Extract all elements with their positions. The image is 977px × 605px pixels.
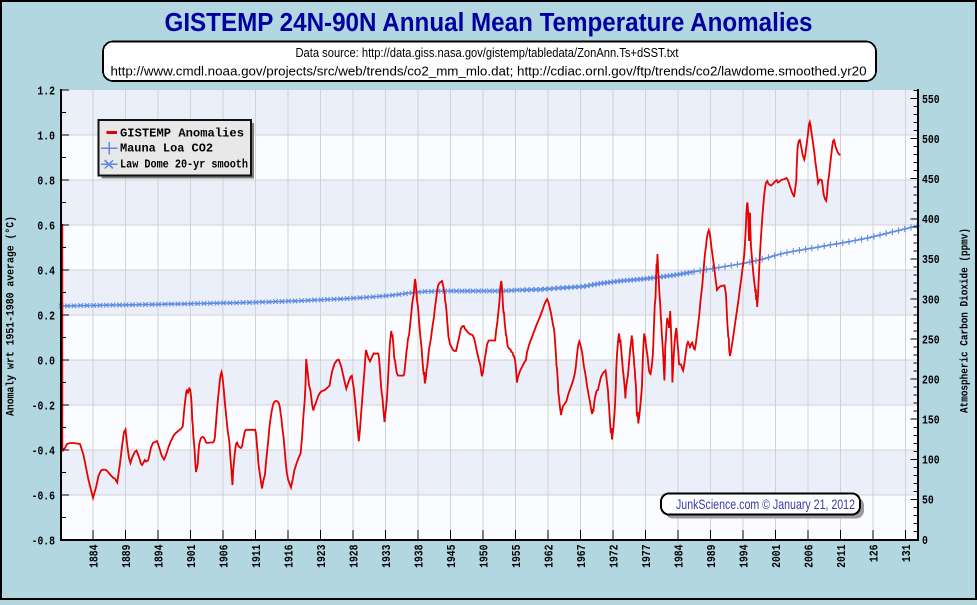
svg-text:250: 250: [922, 333, 940, 347]
svg-text:1.0: 1.0: [37, 129, 55, 143]
svg-text:131: 131: [900, 545, 914, 563]
svg-text:0.8: 0.8: [37, 174, 55, 188]
svg-text:1894: 1894: [152, 545, 166, 568]
svg-text:1938: 1938: [412, 545, 426, 568]
svg-text:150: 150: [922, 414, 940, 428]
svg-text:350: 350: [922, 253, 940, 267]
svg-text:1.2: 1.2: [37, 84, 55, 98]
svg-text:-0.2: -0.2: [32, 399, 55, 413]
svg-text:1955: 1955: [510, 545, 524, 568]
svg-text:2001: 2001: [770, 545, 784, 568]
svg-text:1916: 1916: [282, 545, 296, 568]
svg-text:0: 0: [922, 534, 928, 548]
svg-text:1984: 1984: [672, 545, 686, 568]
svg-text:0.2: 0.2: [37, 309, 55, 323]
svg-text:1923: 1923: [315, 545, 329, 568]
svg-text:Anomaly wrt 1951-1980 average: Anomaly wrt 1951-1980 average (°C): [6, 216, 18, 416]
svg-text:GISTEMP 24N-90N Annual Mean Te: GISTEMP 24N-90N Annual Mean Temperature …: [165, 9, 813, 37]
svg-text:1901: 1901: [185, 545, 199, 568]
svg-text:2011: 2011: [835, 545, 849, 568]
svg-text:1967: 1967: [575, 545, 589, 568]
svg-text:-0.8: -0.8: [32, 534, 55, 548]
svg-text:2006: 2006: [802, 545, 816, 568]
svg-text:50: 50: [922, 494, 934, 508]
svg-text:126: 126: [867, 545, 881, 563]
svg-text:Data source: http://data.giss.: Data source: http://data.giss.nasa.gov/g…: [296, 45, 679, 60]
svg-text:Law Dome 20-yr smooth: Law Dome 20-yr smooth: [120, 157, 248, 171]
svg-text:1911: 1911: [250, 545, 264, 568]
svg-text:1972: 1972: [607, 545, 621, 568]
svg-text:1950: 1950: [477, 545, 491, 568]
svg-text:1906: 1906: [217, 545, 231, 568]
svg-text:300: 300: [922, 293, 940, 307]
svg-text:-0.6: -0.6: [32, 489, 55, 503]
svg-text:450: 450: [922, 173, 940, 187]
svg-text:-0.4: -0.4: [32, 444, 55, 458]
svg-text:1994: 1994: [737, 545, 751, 568]
svg-text:100: 100: [922, 454, 940, 468]
svg-text:1977: 1977: [640, 545, 654, 568]
svg-text:http://www.cmdl.noaa.gov/proje: http://www.cmdl.noaa.gov/projects/src/we…: [111, 64, 867, 79]
svg-text:1989: 1989: [705, 545, 719, 568]
svg-text:1962: 1962: [542, 545, 556, 568]
svg-text:1928: 1928: [347, 545, 361, 568]
svg-text:Mauna Loa CO2: Mauna Loa CO2: [120, 142, 213, 156]
svg-text:1889: 1889: [120, 545, 134, 568]
svg-text:400: 400: [922, 213, 940, 227]
svg-text:0.6: 0.6: [37, 219, 55, 233]
svg-text:Atmospheric Carbon Dioxide (pp: Atmospheric Carbon Dioxide (ppmv): [960, 228, 972, 413]
svg-text:GISTEMP Anomalies: GISTEMP Anomalies: [120, 127, 244, 141]
svg-text:0.4: 0.4: [37, 264, 55, 278]
svg-text:1933: 1933: [380, 545, 394, 568]
svg-text:550: 550: [922, 93, 940, 107]
svg-text:0.0: 0.0: [37, 354, 55, 368]
svg-text:1884: 1884: [87, 545, 101, 568]
svg-text:JunkScience.com © January 21,: JunkScience.com © January 21, 2012: [676, 497, 855, 512]
svg-text:1945: 1945: [445, 545, 459, 568]
svg-text:500: 500: [922, 133, 940, 147]
svg-text:200: 200: [922, 374, 940, 388]
